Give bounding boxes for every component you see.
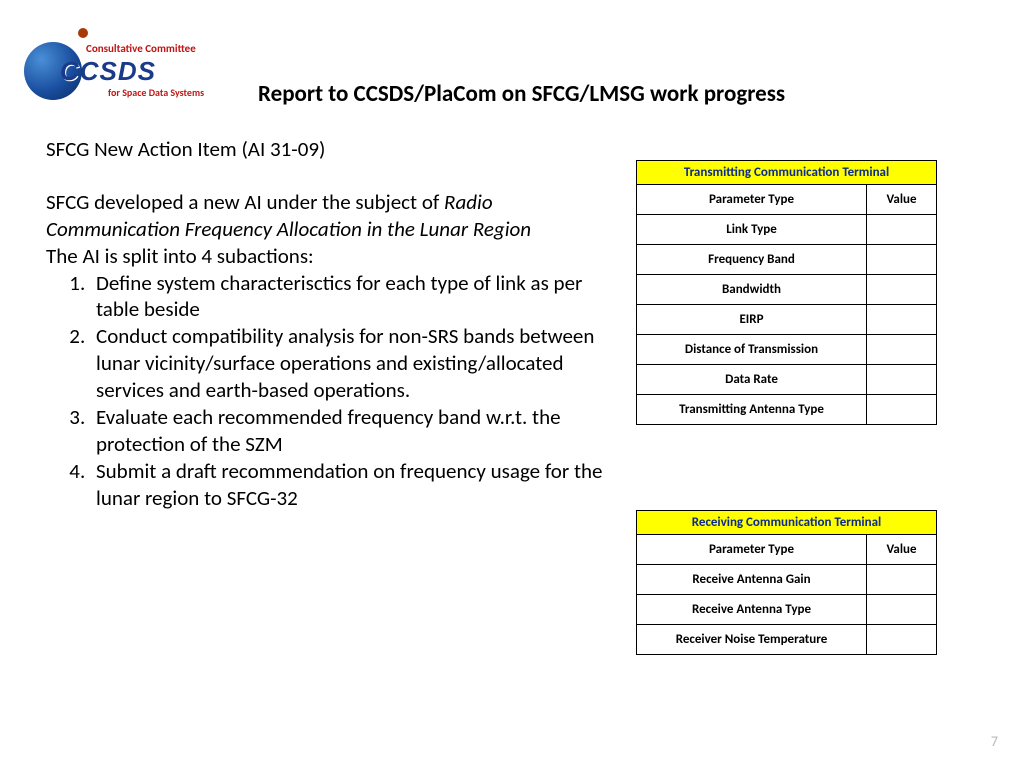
table2-title: Receiving Communication Terminal bbox=[637, 511, 937, 535]
table-cell-value bbox=[867, 305, 937, 335]
table1-col-value: Value bbox=[867, 185, 937, 215]
table-cell-value bbox=[867, 245, 937, 275]
page-title: Report to CCSDS/PlaCom on SFCG/LMSG work… bbox=[258, 80, 785, 108]
table-row: EIRP bbox=[637, 305, 867, 335]
table-row: Receive Antenna Type bbox=[637, 595, 867, 625]
logo-line3: for Space Data Systems bbox=[108, 86, 204, 99]
table1-col-param: Parameter Type bbox=[637, 185, 867, 215]
split-line: The AI is split into 4 subactions: bbox=[46, 243, 606, 270]
logo-line2: CCSDS bbox=[60, 56, 156, 87]
list-item: Submit a draft recommendation on frequen… bbox=[90, 458, 606, 512]
table-row: Transmitting Antenna Type bbox=[637, 395, 867, 425]
transmitting-table: Transmitting Communication Terminal Para… bbox=[636, 160, 937, 425]
table-cell-value bbox=[867, 595, 937, 625]
table-cell-value bbox=[867, 565, 937, 595]
table1-title: Transmitting Communication Terminal bbox=[637, 161, 937, 185]
table2-col-param: Parameter Type bbox=[637, 535, 867, 565]
table-row: Receive Antenna Gain bbox=[637, 565, 867, 595]
table2-col-value: Value bbox=[867, 535, 937, 565]
body-text: SFCG New Action Item (AI 31-09) SFCG dev… bbox=[46, 136, 606, 511]
logo-dot bbox=[78, 28, 88, 38]
table-cell-value bbox=[867, 365, 937, 395]
list-item: Conduct compatibility analysis for non-S… bbox=[90, 323, 606, 404]
receiving-table: Receiving Communication Terminal Paramet… bbox=[636, 510, 937, 655]
table-cell-value bbox=[867, 335, 937, 365]
action-item-heading: SFCG New Action Item (AI 31-09) bbox=[46, 136, 606, 163]
page-number: 7 bbox=[991, 733, 998, 750]
table-cell-value bbox=[867, 625, 937, 655]
table-row: Distance of Transmission bbox=[637, 335, 867, 365]
list-item: Define system characterisctics for each … bbox=[90, 270, 606, 324]
intro-line: SFCG developed a new AI under the subjec… bbox=[46, 189, 606, 243]
logo-line1: Consultative Committee bbox=[86, 42, 196, 55]
intro-prefix: SFCG developed a new AI under the subjec… bbox=[46, 189, 444, 215]
table-row: Frequency Band bbox=[637, 245, 867, 275]
table-row: Bandwidth bbox=[637, 275, 867, 305]
list-item: Evaluate each recommended frequency band… bbox=[90, 404, 606, 458]
ccsds-logo: Consultative Committee CCSDS for Space D… bbox=[20, 28, 220, 98]
table-cell-value bbox=[867, 395, 937, 425]
subactions-list: Define system characterisctics for each … bbox=[46, 270, 606, 512]
table-cell-value bbox=[867, 275, 937, 305]
table-row: Link Type bbox=[637, 215, 867, 245]
table-row: Data Rate bbox=[637, 365, 867, 395]
table-row: Receiver Noise Temperature bbox=[637, 625, 867, 655]
table-cell-value bbox=[867, 215, 937, 245]
